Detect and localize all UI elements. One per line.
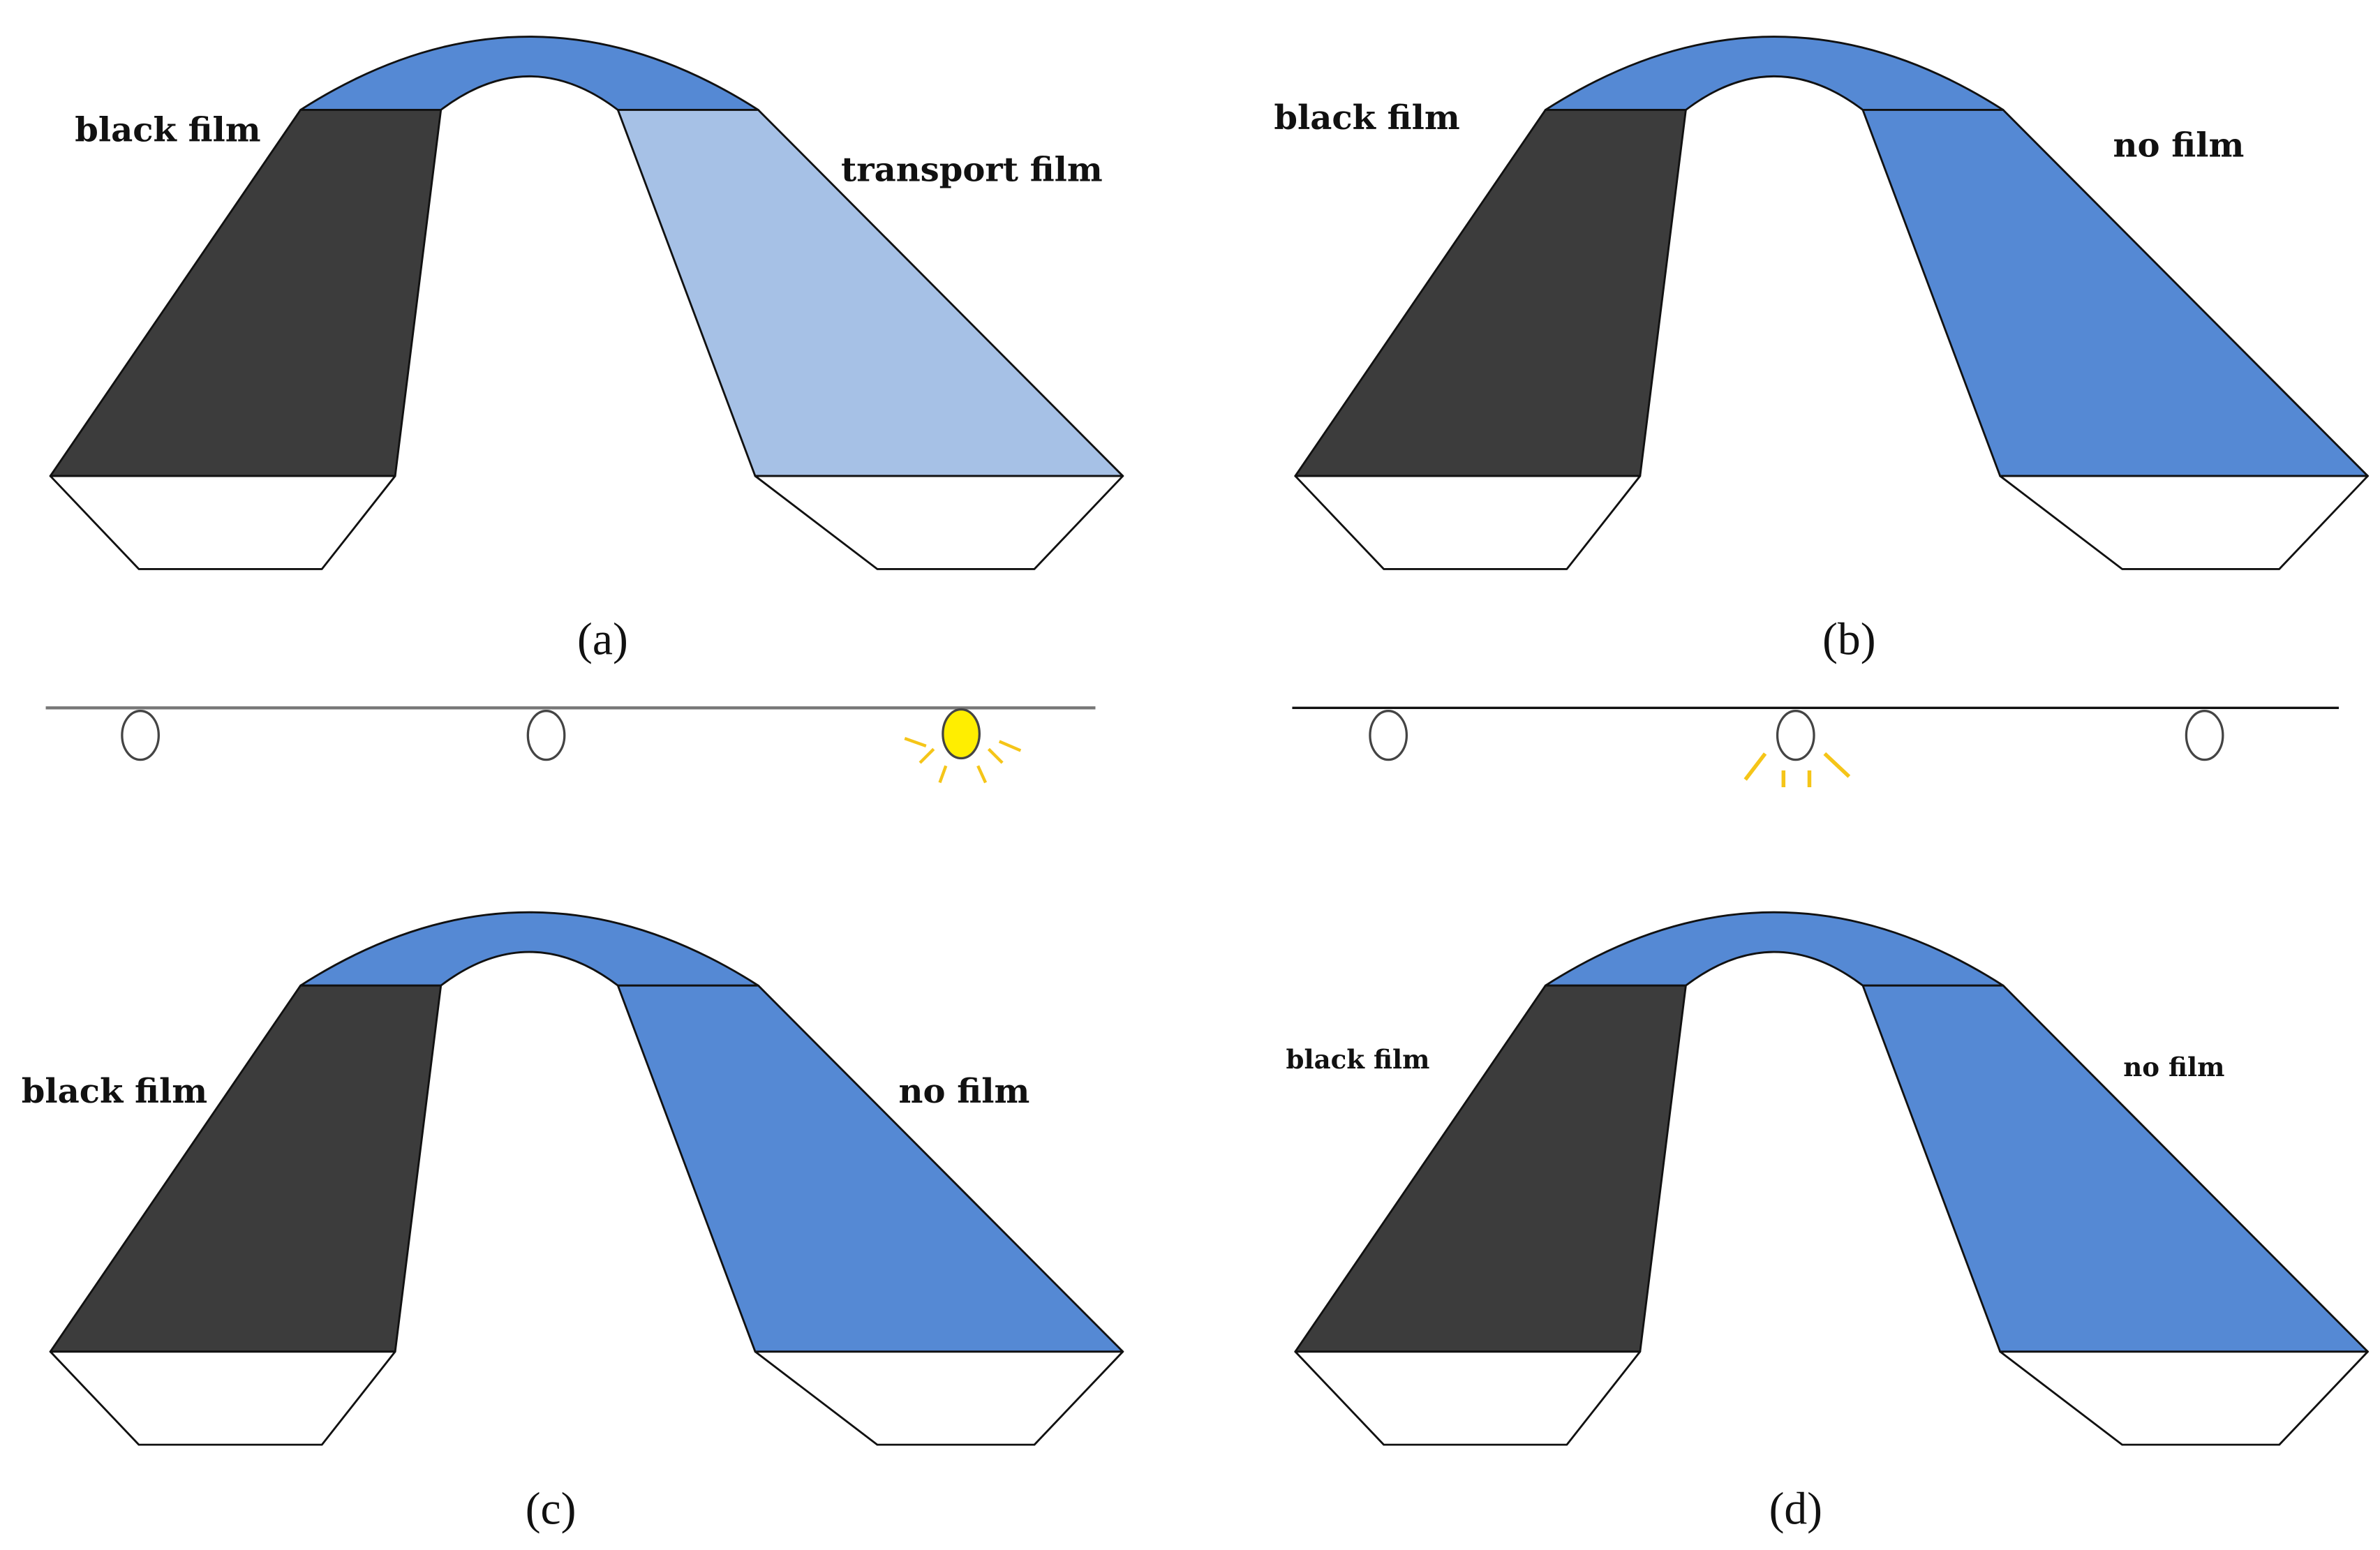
- bridge-panel: [1294, 36, 2369, 570]
- label-left: black film: [1274, 98, 1459, 137]
- lamp: [121, 710, 160, 761]
- lamp: [526, 710, 566, 761]
- caption: (d): [1769, 1484, 1822, 1535]
- left-foot: [49, 1350, 396, 1446]
- right-foot: [754, 1350, 1124, 1446]
- label-right: no film: [2123, 1052, 2224, 1082]
- arch: [1544, 911, 2005, 987]
- label-right: no film: [899, 1072, 1030, 1111]
- label-left: black film: [22, 1072, 207, 1111]
- light-rays: [1743, 752, 1851, 787]
- caption: (c): [526, 1484, 577, 1535]
- light-rays: [904, 736, 1022, 784]
- label-left: black film: [1286, 1044, 1429, 1075]
- lamp-row-left: [45, 706, 1096, 784]
- lamp-row-right: [1292, 706, 2339, 787]
- arch: [299, 911, 759, 987]
- right-foot: [1999, 475, 2369, 570]
- caption: (b): [1822, 615, 1875, 665]
- lamp: [2185, 710, 2224, 761]
- arch: [299, 36, 759, 111]
- arch: [1544, 36, 2005, 111]
- bridge-panel: [49, 911, 1124, 1446]
- left-foot: [1294, 1350, 1642, 1446]
- label-right: no film: [2113, 126, 2245, 165]
- label-left: black film: [75, 111, 260, 150]
- right-foot: [1999, 1350, 2369, 1446]
- left-foot: [1294, 475, 1642, 570]
- bridge-panel: [49, 36, 1124, 570]
- right-foot: [754, 475, 1124, 570]
- lamp-lit: [942, 708, 981, 760]
- bridge-panel: [1294, 911, 2369, 1446]
- caption: (a): [577, 615, 628, 665]
- lamp: [1369, 710, 1408, 761]
- left-foot: [49, 475, 396, 570]
- lamp: [1776, 710, 1815, 761]
- label-right: transport film: [841, 151, 1103, 190]
